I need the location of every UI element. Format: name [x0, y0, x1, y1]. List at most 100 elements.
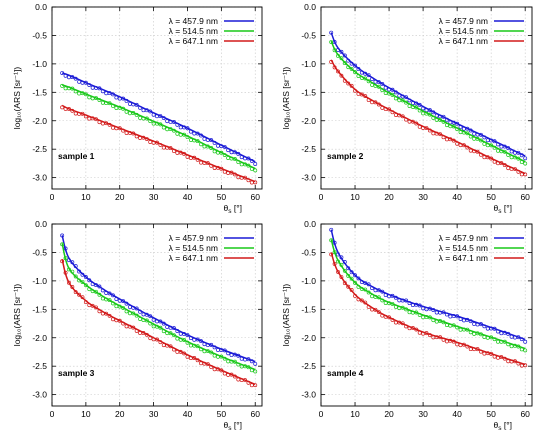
series-line: [330, 32, 526, 157]
y-tick-label: -3.0: [301, 390, 316, 400]
x-tick-label: 10: [350, 192, 360, 202]
data-point-marker: [90, 303, 95, 308]
series-line: [330, 239, 526, 350]
data-point-marker: [523, 161, 528, 166]
data-layer: [329, 227, 528, 368]
data-point-marker: [523, 156, 528, 161]
x-axis-subscript: s: [228, 425, 232, 430]
x-axis-unit: [°]: [502, 420, 512, 430]
y-tick-label: -1.5: [301, 87, 316, 97]
legend-label: λ = 514.5 nm: [439, 26, 488, 36]
y-tick-label: 0.0: [304, 219, 316, 229]
x-axis-title: θs [°]: [494, 420, 512, 430]
x-axis-subscript: s: [498, 208, 502, 215]
series-2: [329, 40, 528, 166]
series-2: [60, 242, 258, 374]
x-tick-label: 10: [81, 409, 91, 419]
y-tick-label: -1.0: [32, 276, 47, 286]
legend-label: λ = 457.9 nm: [439, 16, 488, 26]
legend-label: λ = 647.1 nm: [169, 253, 218, 263]
data-point-marker: [77, 292, 82, 297]
data-point-marker: [73, 274, 78, 279]
data-point-marker: [121, 299, 126, 303]
data-point-marker: [359, 298, 364, 303]
series-3: [329, 252, 528, 368]
data-point-marker: [339, 49, 344, 54]
x-tick-label: 40: [452, 192, 462, 202]
x-tick-label: 10: [81, 192, 91, 202]
plot-frame: [51, 6, 263, 190]
data-point-marker: [253, 180, 258, 185]
x-tick-label: 0: [319, 409, 324, 419]
data-point-marker: [359, 92, 364, 97]
y-tick-label: -0.5: [301, 247, 316, 257]
data-point-marker: [349, 276, 354, 281]
data-point-marker: [349, 66, 354, 71]
legend-label: λ = 647.1 nm: [439, 36, 488, 46]
data-point-marker: [342, 268, 347, 273]
legend-label: λ = 457.9 nm: [169, 233, 218, 243]
x-tick-label: 20: [384, 192, 394, 202]
data-point-marker: [448, 314, 453, 319]
panel-4: 0.0 -0.5 -1.0 -1.5 -2.0 -2.5 -3.00 10 20 30 40 50 60…: [281, 219, 533, 430]
legend-label: λ = 514.5 nm: [439, 243, 488, 253]
data-layer: [60, 71, 258, 185]
data-point-marker: [523, 363, 528, 368]
legend: λ = 457.9 nmλ = 514.5 nmλ = 647.1 nm: [439, 233, 524, 263]
data-point-marker: [253, 361, 258, 366]
data-point-marker: [83, 283, 88, 288]
y-tick-label: -2.0: [301, 333, 316, 343]
y-tick-label: -2.0: [32, 333, 47, 343]
x-tick-label: 40: [183, 192, 193, 202]
data-point-marker: [346, 284, 351, 289]
data-point-marker: [339, 73, 344, 78]
x-tick-label: 50: [486, 192, 496, 202]
y-tick-label: -0.5: [32, 247, 47, 257]
panel-1: 0.0 -0.5 -1.0 -1.5 -2.0 -2.5 -3.00 10 20 30 40 50 60…: [12, 2, 263, 215]
sample-label: sample 3: [58, 368, 95, 378]
y-tick-label: -1.5: [301, 304, 316, 314]
series-line: [330, 252, 526, 366]
y-tick-label: -1.5: [32, 304, 47, 314]
legend-label: λ = 457.9 nm: [169, 16, 218, 26]
x-axis-unit: [°]: [232, 420, 242, 430]
data-point-marker: [329, 40, 334, 45]
x-axis-title: θs [°]: [224, 203, 242, 215]
x-tick-label: 30: [149, 409, 159, 419]
y-tick-label: 0.0: [304, 2, 316, 12]
y-tick-label: -1.0: [301, 276, 316, 286]
data-layer: [329, 30, 528, 177]
data-point-marker: [353, 63, 357, 68]
sample-label: sample 1: [58, 151, 95, 161]
data-point-marker: [353, 273, 357, 278]
x-tick-label: 60: [520, 409, 530, 419]
data-point-marker: [83, 274, 88, 279]
x-axis-title: θs [°]: [494, 203, 512, 215]
data-point-marker: [80, 280, 85, 285]
x-tick-label: 50: [486, 409, 496, 419]
x-axis-unit: [°]: [502, 203, 512, 213]
legend-label: λ = 647.1 nm: [439, 253, 488, 263]
y-tick-label: -3.0: [32, 173, 47, 183]
plot-frame: [51, 223, 263, 407]
y-axis-title: log₁₀(ARS [sr⁻¹]): [12, 67, 22, 130]
x-tick-label: 50: [217, 192, 227, 202]
y-tick-label: -0.5: [301, 30, 316, 40]
series-3: [60, 259, 258, 388]
x-tick-label: 60: [520, 192, 530, 202]
legend-label: λ = 647.1 nm: [169, 36, 218, 46]
x-tick-label: 30: [418, 409, 428, 419]
plot-frame: [320, 223, 533, 407]
series-line: [61, 259, 256, 386]
series-line: [61, 235, 256, 363]
y-tick-label: -2.5: [32, 361, 47, 371]
data-point-marker: [353, 280, 357, 285]
legend-label: λ = 514.5 nm: [169, 243, 218, 253]
x-axis-subscript: s: [228, 208, 232, 215]
x-tick-label: 0: [50, 409, 55, 419]
legend-label: λ = 457.9 nm: [439, 233, 488, 243]
data-point-marker: [356, 276, 361, 281]
series-3: [60, 104, 258, 185]
y-tick-label: -0.5: [32, 30, 47, 40]
